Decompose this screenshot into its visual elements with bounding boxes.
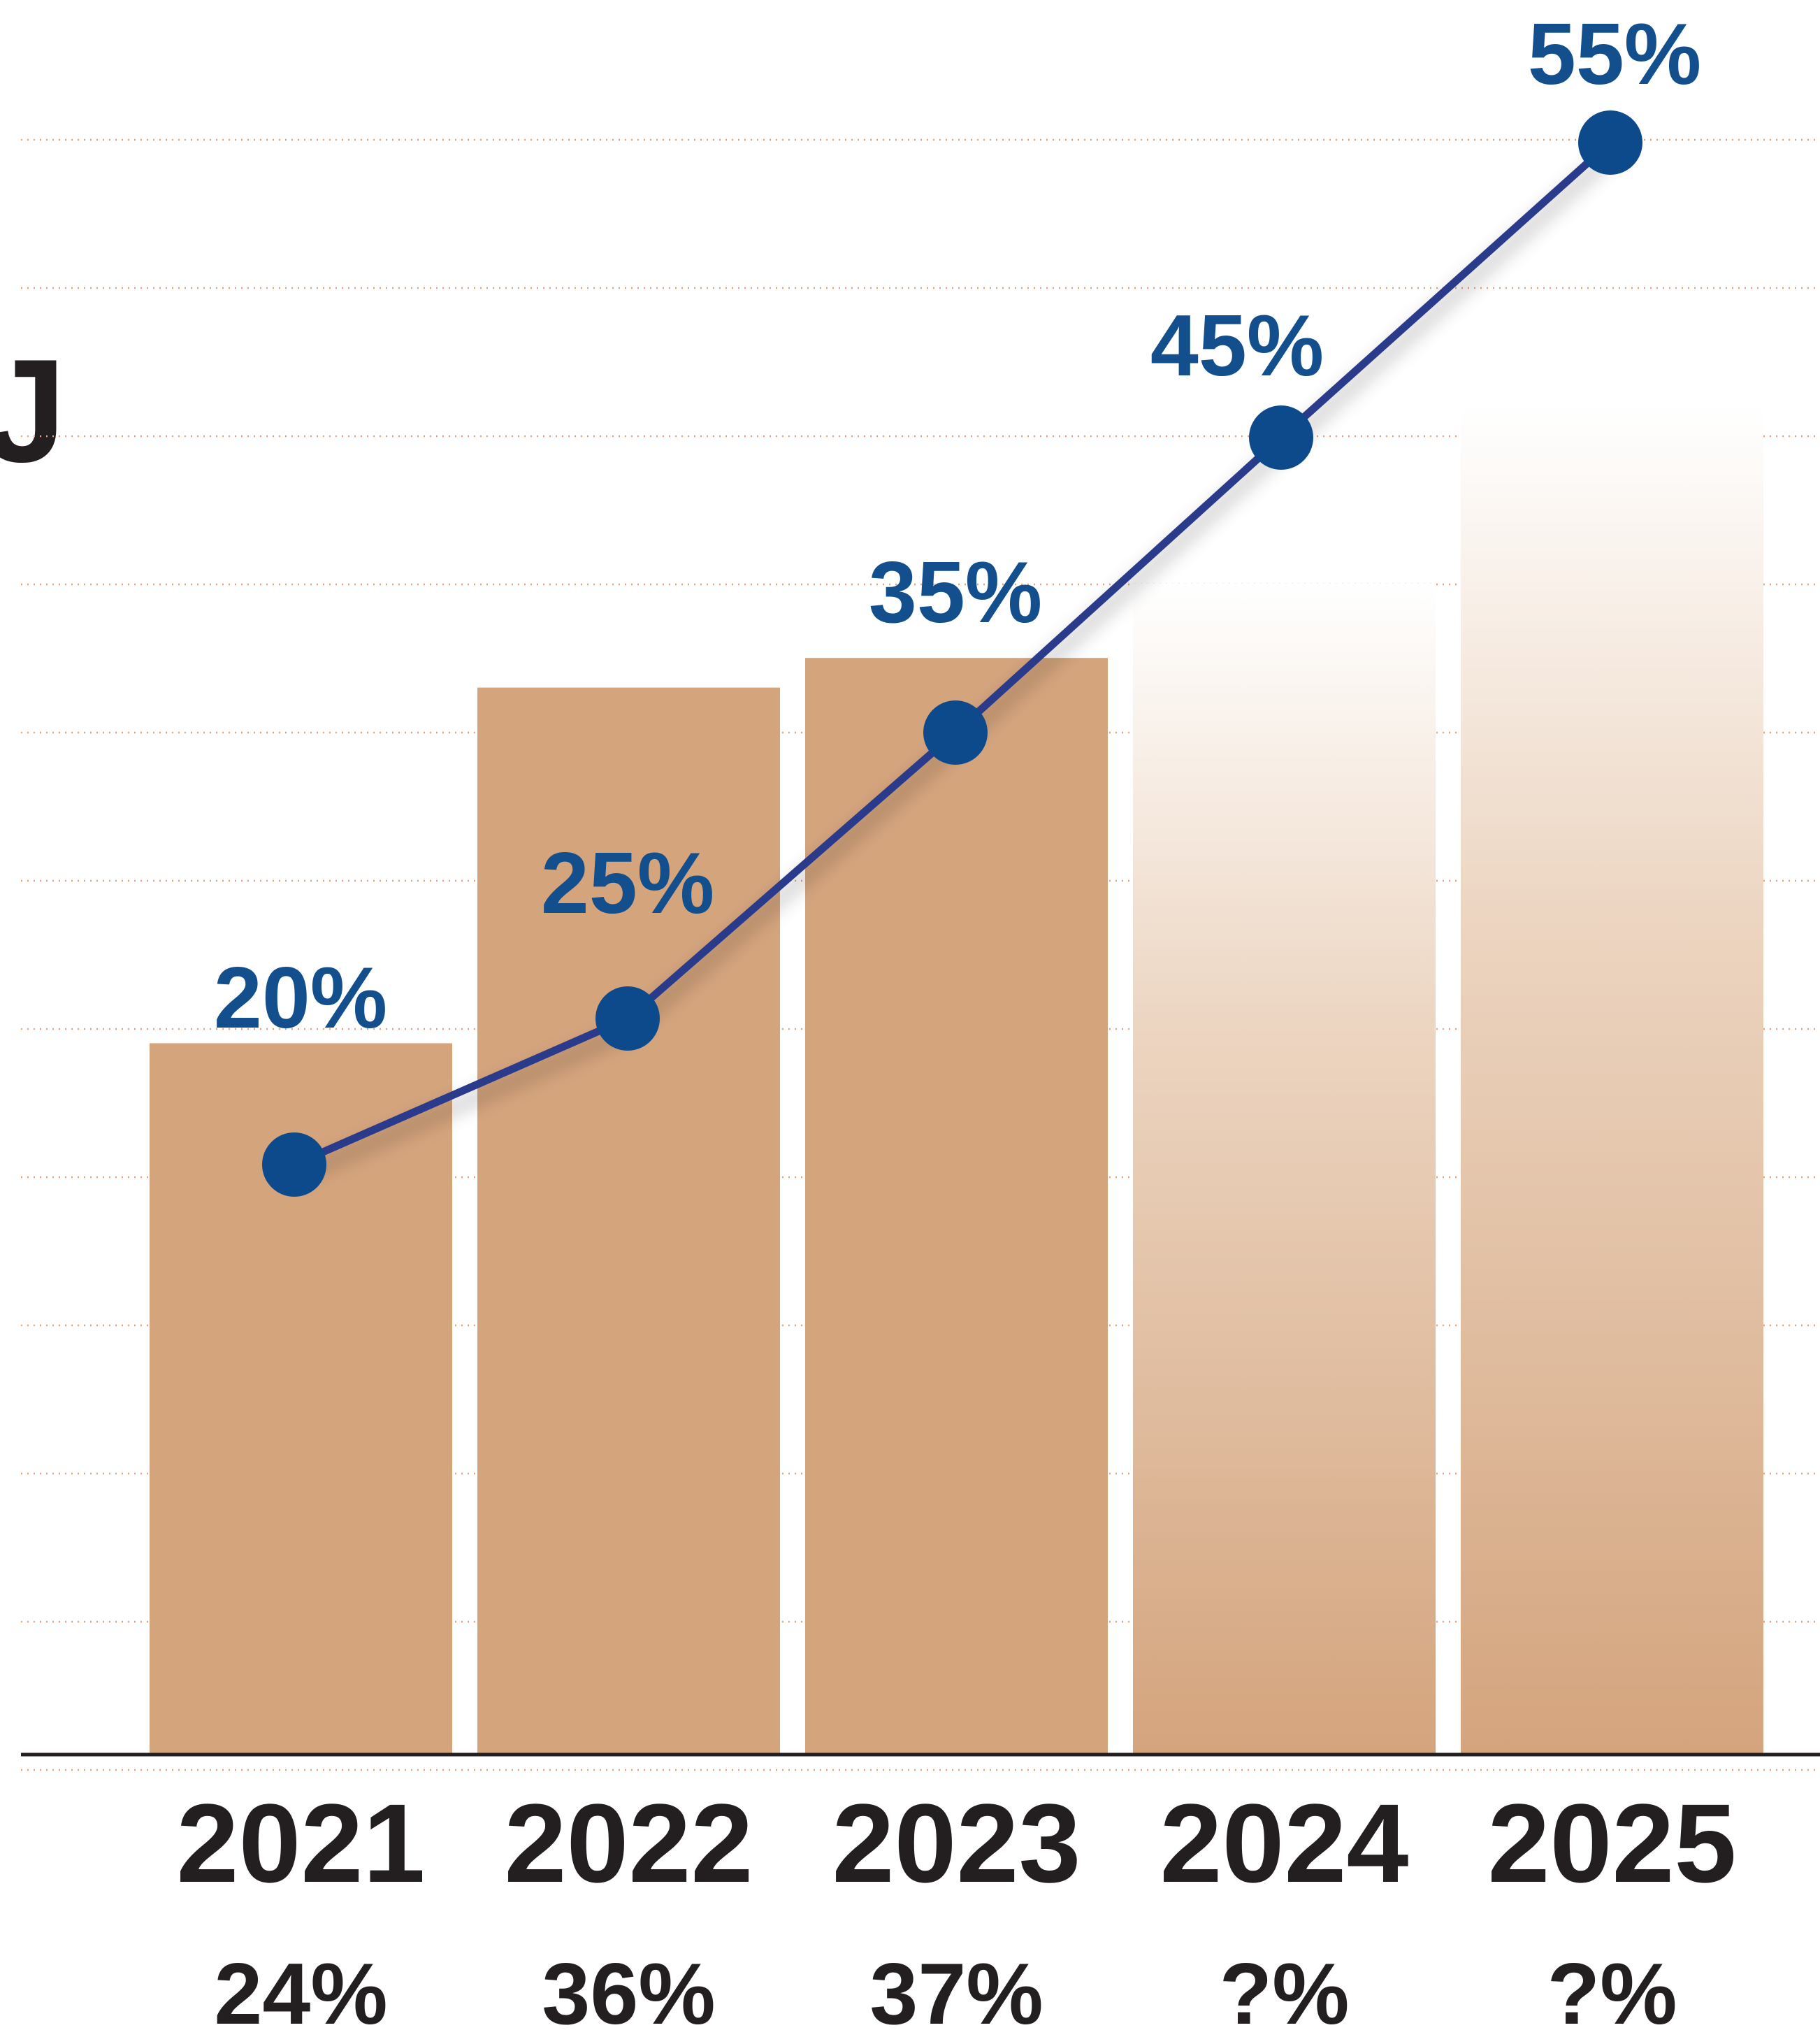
bar-label-2021: 24% bbox=[214, 1946, 387, 2030]
trend-label-2021: 20% bbox=[214, 950, 387, 1046]
trend-label-2023: 35% bbox=[869, 545, 1042, 641]
trend-label-2024: 45% bbox=[1150, 298, 1324, 394]
x-tick-2024: 2024 bbox=[1160, 1780, 1409, 1906]
bar-2023 bbox=[805, 658, 1108, 1755]
trend-marker-2024 bbox=[1249, 405, 1313, 470]
x-tick-2025: 2025 bbox=[1488, 1780, 1737, 1906]
x-tick-labels: 2021 2022 2023 2024 2025 bbox=[177, 1780, 1737, 1906]
x-tick-2021: 2021 bbox=[177, 1780, 426, 1906]
partial-title-letter: J bbox=[0, 329, 66, 493]
bar-label-2022: 36% bbox=[542, 1946, 715, 2030]
trend-marker-2023 bbox=[923, 700, 988, 765]
trend-marker-2025 bbox=[1578, 110, 1642, 175]
trend-marker-2021 bbox=[262, 1132, 326, 1197]
trend-markers bbox=[262, 110, 1642, 1197]
bar-2024-projected bbox=[1133, 584, 1436, 1755]
trend-label-2022: 25% bbox=[541, 835, 714, 932]
bar-2025-projected bbox=[1461, 405, 1763, 1755]
x-tick-2022: 2022 bbox=[505, 1780, 753, 1906]
bar-2022 bbox=[477, 687, 780, 1755]
bar-value-labels: 24% 36% 37%?%?% bbox=[214, 1946, 1677, 2030]
trend-label-2025: 55% bbox=[1528, 6, 1701, 103]
trend-marker-2022 bbox=[595, 986, 660, 1051]
trend-point-labels: 20% 25% 35% 45% 55% bbox=[214, 6, 1701, 1046]
bar-label-2024: ?% bbox=[1220, 1946, 1350, 2030]
bar-label-2023: 37% bbox=[869, 1946, 1043, 2030]
bar-label-2025: ?% bbox=[1547, 1946, 1677, 2030]
x-tick-2023: 2023 bbox=[832, 1780, 1081, 1906]
